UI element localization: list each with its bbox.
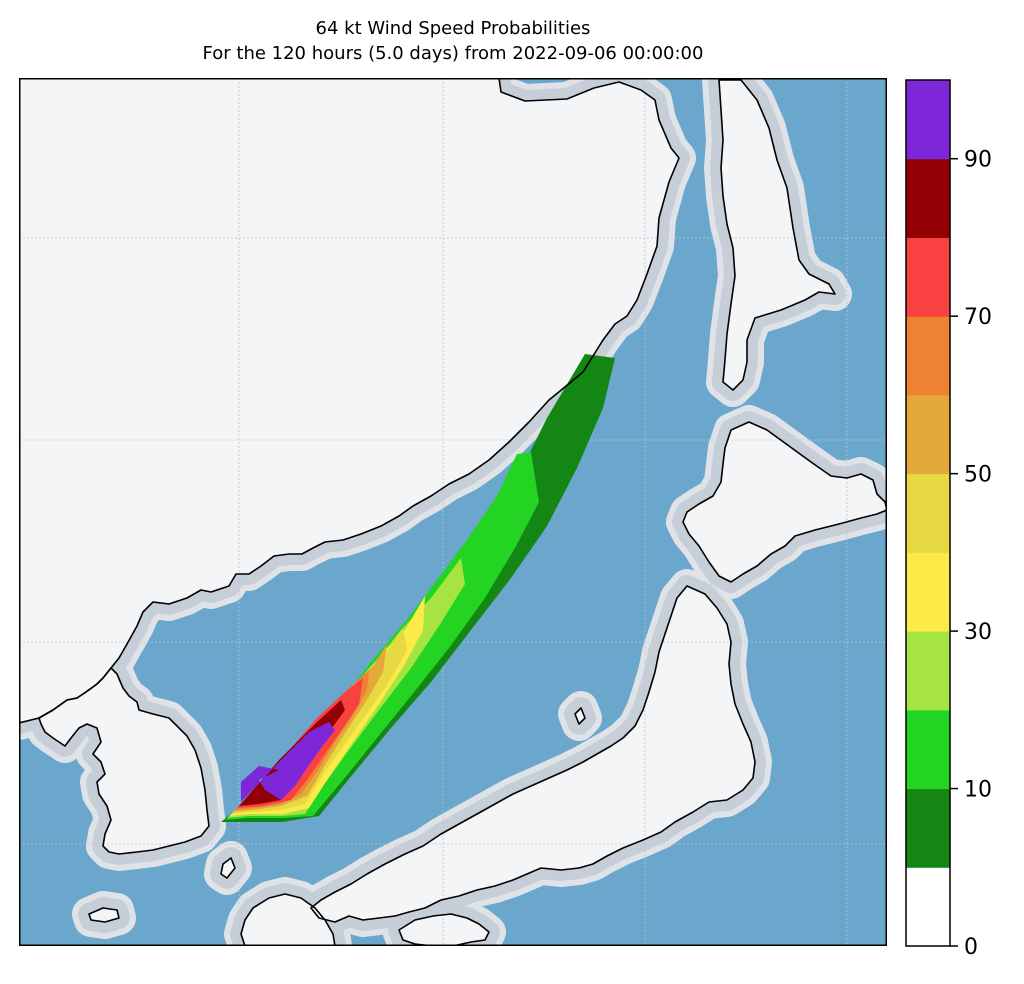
mainland-asia: [19, 78, 679, 723]
colorbar-frame: [905, 79, 951, 947]
coastline-jeju-island: [88, 907, 120, 923]
colorbar-swatch: [906, 158, 950, 238]
colorbar-swatch: [906, 394, 950, 475]
shikoku-island: [399, 914, 489, 946]
honshu-island: [311, 586, 755, 922]
probability-map: [19, 78, 887, 946]
colorbar-swatches: [906, 80, 950, 947]
coastlines: [19, 78, 887, 946]
colorbar-swatch: [906, 788, 950, 868]
colorbar-swatch: [906, 80, 950, 160]
coastline-tsushima-island: [220, 857, 236, 879]
colorbar-ticks: 0 10 30 50 70 90: [950, 148, 992, 960]
colorbar-swatch: [906, 552, 950, 632]
colorbar-swatch: [906, 631, 950, 711]
colorbar-tick-label: 50: [964, 463, 992, 488]
hokkaido-island: [683, 422, 887, 582]
korean-peninsula: [39, 668, 209, 854]
colorbar-tick-label: 10: [964, 778, 992, 803]
coastline-sakhalin-island: [718, 79, 836, 391]
colorbar-tick-label: 70: [964, 305, 992, 330]
coastline-kyushu-island: [240, 893, 336, 946]
prob-band-5: [221, 354, 615, 822]
coastline-honshu-island: [310, 585, 756, 923]
map-title: 64 kt Wind Speed Probabilities: [315, 18, 591, 39]
coastline-sado-island: [574, 707, 586, 725]
colorbar-swatch: [906, 316, 950, 396]
colorbar-swatch: [906, 473, 950, 553]
colorbar-swatch: [906, 709, 950, 790]
colorbar-swatch: [906, 867, 950, 947]
colorbar-tick-label: 30: [964, 620, 992, 645]
prob-band-40: [231, 628, 407, 814]
colorbar-tick-label: 90: [964, 148, 992, 173]
colorbar-swatch: [906, 237, 950, 317]
prob-band-90: [241, 722, 335, 802]
prob-band-10: [225, 452, 539, 820]
coastline-hokkaido-island: [682, 421, 887, 583]
coastline-shikoku-island: [398, 913, 490, 946]
coastline-korean-peninsula: [38, 667, 210, 855]
map-subtitle: For the 120 hours (5.0 days) from 2022-0…: [202, 43, 704, 64]
map-frame: [19, 78, 887, 946]
coastline-mainland-asia: [19, 78, 680, 724]
sakhalin-island: [719, 80, 835, 390]
colorbar: 0 10 30 50 70 90: [905, 79, 992, 960]
probability-contours: [221, 354, 615, 822]
colorbar-tick-label: 0: [964, 935, 978, 960]
prob-band-30: [229, 596, 425, 816]
